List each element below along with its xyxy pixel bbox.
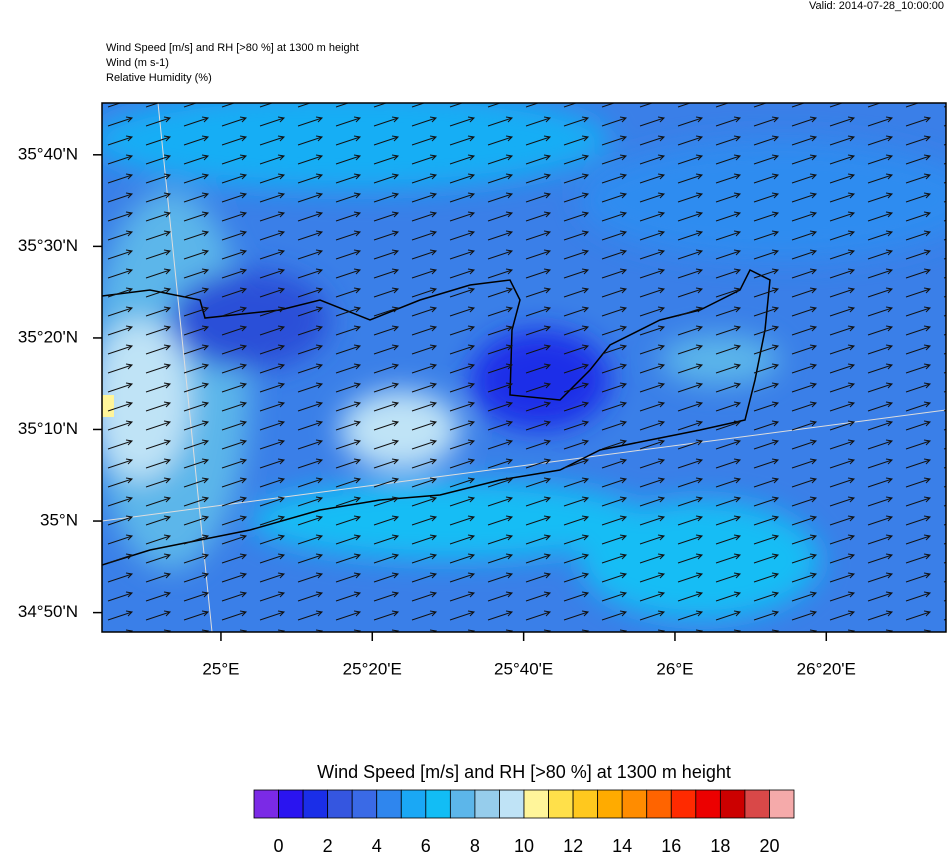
colorbar-swatch [474,789,500,819]
colorbar-swatch [670,789,697,819]
colorbar-tick-label: 18 [710,836,730,854]
colorbar-tick-label: 2 [323,836,333,854]
x-tick-label: 25°E [202,659,239,678]
colorbar-tick-label: 6 [421,836,431,854]
x-tick-label: 26°20'E [797,659,856,678]
x-tick-label: 26°E [656,659,693,678]
colorbar-swatch [719,789,746,819]
valid-time: Valid: 2014-07-28_10:00:00 [809,0,944,12]
colorbar-swatch [327,789,353,819]
y-tick-label: 35°N [40,511,78,530]
colorbar-swatch [302,789,329,819]
colorbar-tick-label: 8 [470,836,480,854]
colorbar-swatch [400,789,427,819]
map-field [102,103,946,632]
header-line: Wind Speed [m/s] and RH [>80 %] at 1300 … [106,42,359,54]
y-tick-label: 35°40'N [18,144,78,163]
colorbar-title: Wind Speed [m/s] and RH [>80 %] at 1300 … [317,762,731,782]
x-tick-label: 25°20'E [343,659,402,678]
colorbar-swatch [253,789,279,819]
y-tick-label: 35°30'N [18,236,78,255]
colorbar-swatch [646,789,672,819]
colorbar-swatch [449,789,476,819]
colorbar: 0 2 4 6 8 10 12 14 16 18 20 [253,789,795,854]
colorbar-swatch [597,789,623,819]
colorbar-swatch [523,789,549,819]
colorbar-swatch [425,789,451,819]
colorbar-tick-label: 20 [759,836,779,854]
header-line: Relative Humidity (%) [106,72,212,84]
header-line: Wind (m s-1) [106,57,169,69]
colorbar-swatch [351,789,378,819]
colorbar-swatch [278,789,304,819]
colorbar-tick-label: 4 [372,836,382,854]
colorbar-swatch [376,789,402,819]
x-tick-label: 25°40'E [494,659,553,678]
colorbar-tick-label: 16 [661,836,681,854]
y-tick-label: 35°20'N [18,327,78,346]
colorbar-swatch [572,789,599,819]
colorbar-swatch [744,789,770,819]
colorbar-swatch [621,789,648,819]
colorbar-swatch [499,789,525,819]
colorbar-tick-label: 0 [274,836,284,854]
y-tick-label: 34°50'N [18,602,78,621]
colorbar-swatch [769,789,795,819]
colorbar-swatch [548,789,574,819]
colorbar-tick-label: 12 [563,836,583,854]
y-tick-label: 35°10'N [18,419,78,438]
colorbar-tick-label: 14 [612,836,632,854]
colorbar-swatch [695,789,721,819]
colorbar-tick-label: 10 [514,836,534,854]
